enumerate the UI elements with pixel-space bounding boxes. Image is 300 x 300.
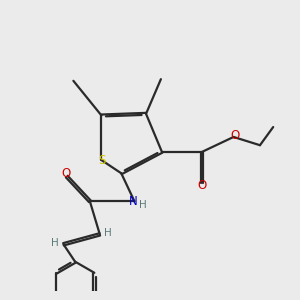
Text: H: H [51, 238, 59, 248]
Text: O: O [61, 167, 70, 179]
Text: H: H [139, 200, 147, 210]
Text: N: N [129, 195, 137, 208]
Text: H: H [104, 228, 112, 238]
Text: O: O [198, 179, 207, 192]
Text: S: S [98, 154, 105, 166]
Text: O: O [230, 129, 240, 142]
